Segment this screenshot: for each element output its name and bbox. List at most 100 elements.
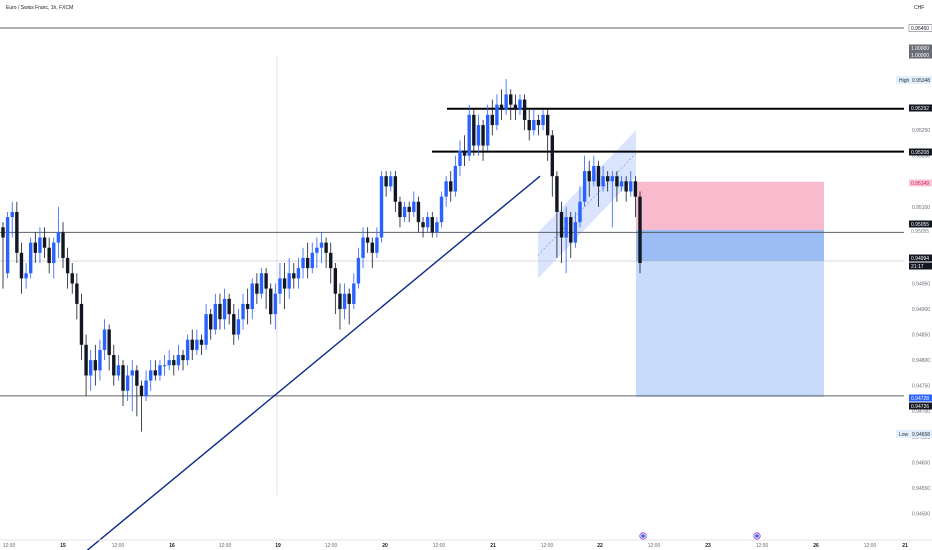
candle-body	[347, 293, 351, 304]
candle-body	[84, 344, 88, 376]
y-tick-label: 0.95200	[912, 154, 930, 160]
candle-body	[273, 293, 278, 315]
candle-body	[15, 211, 19, 253]
candle-114	[522, 94, 527, 131]
candle-body	[47, 247, 51, 264]
price-tag-text: 0.94994	[911, 256, 929, 262]
candle-body	[310, 252, 314, 269]
candle-19	[84, 334, 88, 396]
price-tag-text: 0.95149	[911, 181, 929, 187]
candle-86	[393, 171, 398, 212]
candle-body	[264, 273, 268, 289]
candle-81	[370, 237, 374, 269]
price-tag-text: 0.95450	[911, 26, 929, 32]
x-tick-label: 22	[597, 543, 603, 549]
candle-74	[338, 283, 342, 330]
candle-body	[296, 268, 301, 279]
candle-26	[116, 355, 121, 381]
x-tick-label: 21	[490, 543, 496, 549]
candle-body	[365, 237, 370, 243]
symbol-title: Euro / Swiss Franc, 1h, FXCM	[6, 5, 73, 11]
ascending-trendline	[86, 175, 541, 550]
y-tick-label: 0.94900	[912, 307, 930, 313]
candle-body	[259, 273, 264, 294]
event-dot-1	[641, 534, 645, 538]
candle-127	[582, 155, 587, 207]
candle-body	[522, 99, 527, 120]
candle-body	[439, 196, 444, 223]
candle-23	[102, 319, 107, 361]
candle-93	[425, 211, 430, 233]
candle-body	[587, 171, 591, 182]
candle-107	[490, 99, 494, 136]
candle-58	[264, 268, 268, 310]
candle-body	[75, 283, 79, 304]
price-tag-bg	[909, 148, 932, 156]
price-tag-text: 0.95055	[911, 222, 929, 228]
candle-body	[490, 114, 494, 126]
candle-body	[282, 278, 287, 289]
candles-layer[interactable]	[1, 79, 642, 432]
candle-body	[301, 257, 305, 269]
candle-body	[56, 232, 61, 243]
candle-61	[278, 263, 282, 304]
candle-65	[296, 257, 301, 289]
candle-54	[245, 288, 250, 325]
parallel-channel	[538, 130, 636, 279]
price-tag-2: 1.00000	[909, 44, 932, 52]
candle-body	[527, 119, 531, 131]
price-tag-11: 21:17	[909, 262, 932, 270]
candle-body	[162, 365, 167, 367]
candle-body	[33, 242, 38, 253]
candle-5	[19, 242, 24, 294]
candle-body	[601, 176, 605, 187]
candle-89	[407, 201, 411, 223]
candle-67	[305, 242, 310, 279]
drawings-layer	[0, 27, 904, 550]
candle-body	[629, 181, 633, 192]
price-tag-14: Low 0.94658	[896, 430, 932, 438]
price-tag-value: 0.94658	[912, 432, 930, 438]
candle-body	[213, 303, 218, 330]
candle-body	[545, 114, 550, 136]
candle-51	[232, 303, 236, 345]
candle-75	[342, 283, 347, 320]
candle-body	[130, 370, 134, 376]
x-tick-label: 12:00	[864, 543, 877, 549]
candle-body	[185, 339, 190, 361]
candle-body	[319, 242, 324, 248]
candle-48	[218, 293, 222, 330]
candle-18	[79, 293, 84, 361]
candle-50	[227, 293, 231, 325]
candle-body	[504, 94, 508, 110]
candle-95	[435, 217, 439, 238]
candle-57	[259, 268, 264, 299]
candle-body	[638, 196, 642, 264]
candle-111	[509, 89, 513, 120]
channel-midline	[537, 152, 637, 256]
candle-47	[213, 293, 218, 335]
x-tick-label: 12:00	[648, 543, 661, 549]
candle-body	[218, 303, 222, 320]
price-tag-text: 1.00000	[911, 46, 929, 52]
candle-body	[559, 211, 564, 238]
candle-body	[624, 181, 628, 192]
candle-body	[255, 283, 259, 294]
candle-46	[209, 309, 213, 340]
x-tick-label: 23	[705, 543, 711, 549]
x-tick-label: 12:00	[433, 543, 446, 549]
candle-body	[407, 206, 411, 212]
candle-31	[139, 380, 144, 432]
candle-body	[89, 360, 93, 376]
candle-body	[352, 283, 356, 304]
candle-body	[499, 104, 504, 110]
x-tick-label: 12:00	[3, 543, 16, 549]
candle-body	[541, 114, 545, 126]
candle-138	[633, 176, 638, 218]
candle-body	[596, 165, 601, 187]
candle-body	[112, 355, 116, 376]
candle-137	[629, 171, 633, 197]
candle-body	[181, 355, 185, 361]
candle-132	[605, 171, 610, 192]
